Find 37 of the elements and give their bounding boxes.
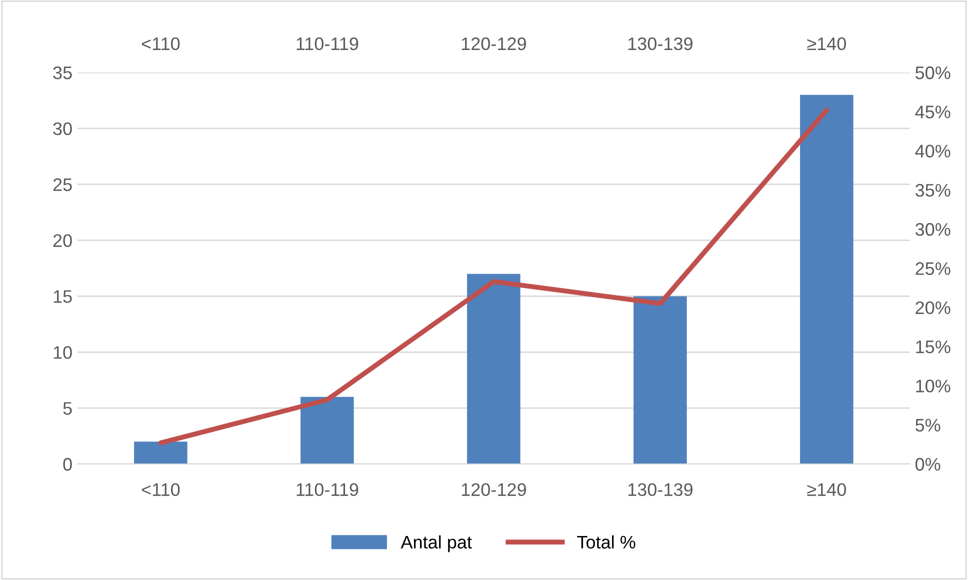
bar <box>800 94 854 464</box>
y-tick-label: 30 <box>53 122 72 136</box>
y2-tick-label: 0% <box>915 458 940 471</box>
y-tick-label: 20 <box>53 234 72 248</box>
y2-tick-label: 50% <box>916 66 950 80</box>
bar <box>300 396 354 464</box>
y-tick-label: 5 <box>63 402 72 415</box>
x-tick-label: 110-119 <box>296 483 358 496</box>
y2-tick-label: 15% <box>916 340 950 354</box>
line-series <box>158 108 830 446</box>
y2-tick-label: 45% <box>915 106 950 118</box>
category-label: 120-129 <box>462 37 526 50</box>
bar <box>634 296 687 464</box>
y2-tick-label: 40% <box>915 144 950 158</box>
y2-tick-label: 20% <box>916 301 950 314</box>
y2-tick-label: 5% <box>916 418 940 432</box>
y2-tick-label: 30% <box>915 223 950 236</box>
category-label: <110 <box>142 37 180 50</box>
y2-tick-label: 35% <box>915 184 950 197</box>
category-label: 110-119 <box>296 37 358 50</box>
x-tick-label: 120-129 <box>462 483 526 496</box>
x-tick-label: <110 <box>142 483 180 496</box>
legend-label: Antal pat <box>400 535 472 552</box>
y2-tick-label: 25% <box>916 262 950 275</box>
category-label: 130-139 <box>628 37 692 50</box>
legend-label: Total % <box>577 535 636 549</box>
x-tick-label: 130-139 <box>628 483 692 496</box>
category-label: ≥140 <box>807 37 846 50</box>
y-tick-label: 35 <box>53 66 72 80</box>
bar <box>134 442 188 464</box>
x-tick-label: ≥140 <box>807 483 846 496</box>
y-tick-label: 25 <box>53 178 72 192</box>
y-tick-label: 15 <box>54 290 72 303</box>
y2-tick-label: 10% <box>916 380 950 392</box>
bar <box>467 274 520 464</box>
y-tick-label: 0 <box>63 458 72 471</box>
y-tick-label: 10 <box>54 346 72 359</box>
